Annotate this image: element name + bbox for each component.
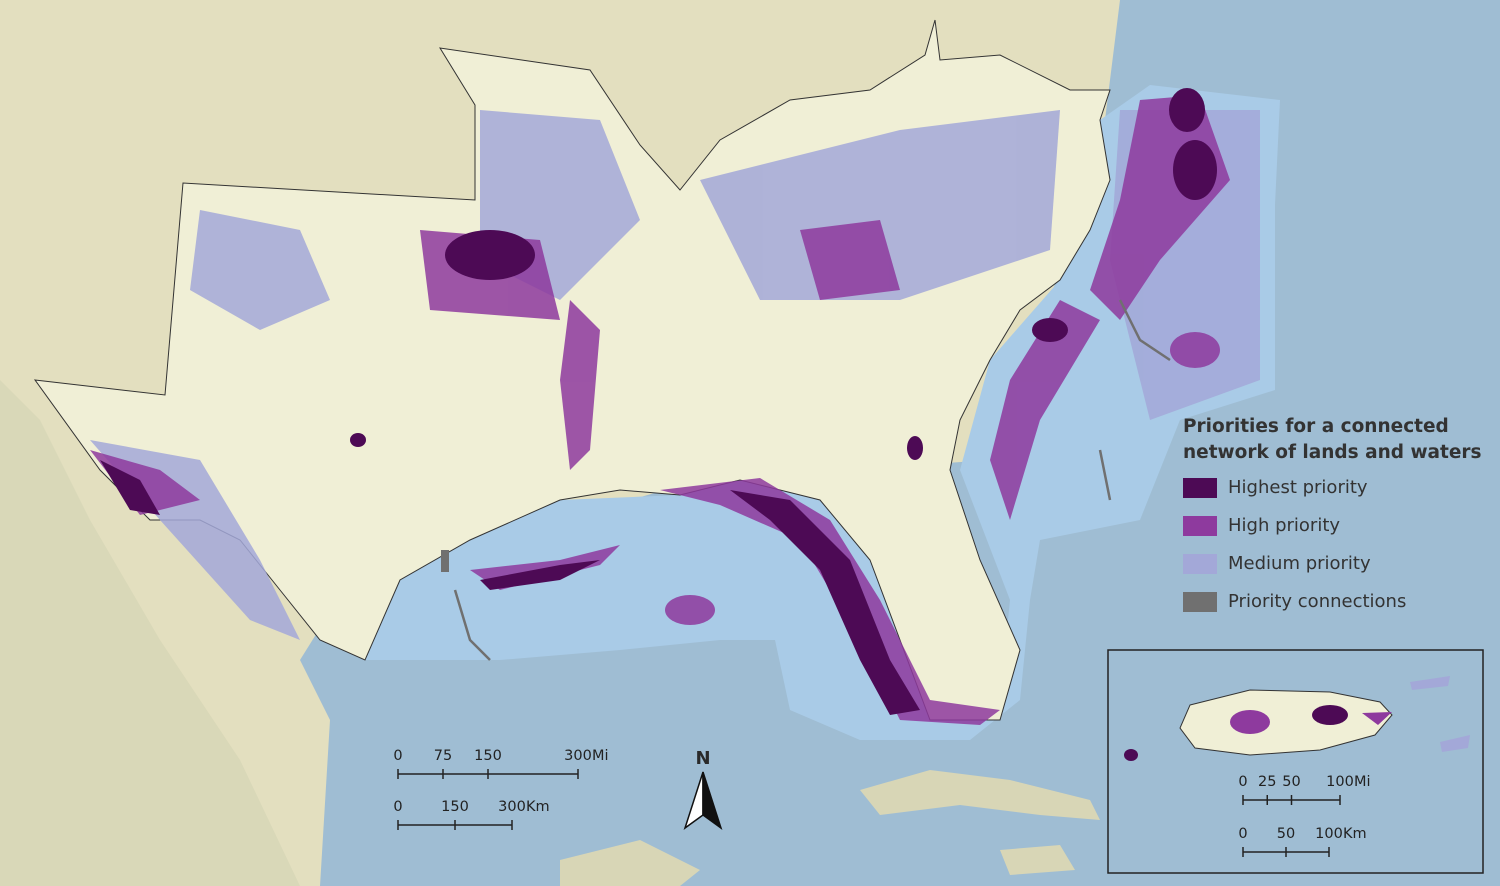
- scale-label: 100: [1326, 774, 1354, 790]
- scale-unit: Mi: [592, 748, 609, 764]
- scale-label: 0: [393, 799, 402, 815]
- scale-label: 300: [564, 748, 592, 764]
- highest-priority-areas: [100, 88, 1217, 715]
- virgin-islands: [1410, 676, 1450, 690]
- scale-label: 25: [1258, 774, 1276, 790]
- scale-bar: 0 75 150 300 Mi0 150 300 Km: [393, 748, 609, 830]
- legend-swatch: [1183, 516, 1217, 536]
- scale-label: 0: [1238, 774, 1247, 790]
- scale-label: 50: [1282, 774, 1300, 790]
- legend-swatch: [1183, 592, 1217, 612]
- st-croix: [1440, 735, 1470, 752]
- highest-area: [1169, 88, 1205, 132]
- connection: [1118, 299, 1171, 362]
- scale-label: 50: [1277, 826, 1295, 842]
- scale-label: 0: [393, 748, 402, 764]
- north-label: N: [695, 748, 710, 769]
- legend-title: network of lands and waters: [1183, 442, 1482, 463]
- mexico-land: [0, 380, 300, 886]
- highest-area: [350, 433, 366, 447]
- legend-label: Priority connections: [1228, 591, 1406, 612]
- puerto-rico: [1179, 689, 1393, 756]
- scale-unit: Km: [1343, 826, 1367, 842]
- connection: [453, 589, 491, 661]
- inset-scale-bar: 0 25 50 100 Mi0 50 100 Km: [1238, 774, 1371, 857]
- yucatan: [560, 840, 700, 886]
- connection: [1098, 449, 1112, 501]
- highest-area: [480, 560, 600, 590]
- high-area: [665, 595, 715, 625]
- highest-area: [100, 460, 160, 515]
- priority-connections: [441, 299, 1171, 661]
- scale-unit: Mi: [1354, 774, 1371, 790]
- island: [1000, 845, 1075, 875]
- legend: Highest priority High priority Medium prio…: [1183, 477, 1406, 612]
- scale-label: 100: [1315, 826, 1343, 842]
- legend-swatch: [1183, 554, 1217, 574]
- scale-label: 300: [498, 799, 526, 815]
- cuba: [860, 770, 1100, 820]
- mona-island: [1124, 749, 1138, 761]
- inset-high-area: [1230, 710, 1270, 734]
- highest-area: [907, 436, 923, 460]
- high-area: [90, 450, 200, 515]
- inset-high-area: [1362, 712, 1392, 725]
- marine-region: [365, 85, 1280, 740]
- north-arrow-right: [702, 771, 723, 830]
- legend-label: Highest priority: [1228, 477, 1368, 498]
- high-area: [800, 220, 900, 300]
- scale-label: 75: [434, 748, 452, 764]
- legend-title: Priorities for a connected: [1183, 416, 1449, 437]
- highest-area: [730, 490, 920, 715]
- legend-label: High priority: [1228, 515, 1340, 536]
- scale-label: 0: [1238, 826, 1247, 842]
- connection: [441, 550, 449, 572]
- inset-highest-area: [1312, 705, 1348, 725]
- scale-label: 150: [474, 748, 502, 764]
- high-area: [990, 300, 1100, 520]
- medium-priority-areas: [90, 110, 1260, 640]
- highest-area: [445, 230, 535, 280]
- scale-unit: Km: [526, 799, 550, 815]
- legend-label: Medium priority: [1228, 553, 1371, 574]
- high-area: [560, 300, 600, 470]
- legend-swatch: [1183, 478, 1217, 498]
- scale-label: 150: [441, 799, 469, 815]
- medium-area: [700, 110, 1060, 300]
- high-area: [1170, 332, 1220, 368]
- highest-area: [1032, 318, 1068, 342]
- high-area: [660, 478, 1000, 725]
- highest-area: [1173, 140, 1217, 200]
- medium-area: [190, 210, 330, 330]
